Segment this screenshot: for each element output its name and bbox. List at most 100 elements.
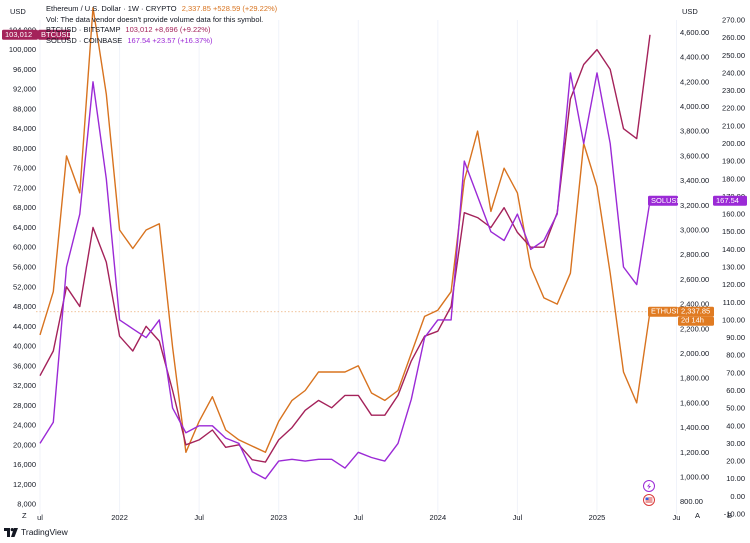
time-axis[interactable]: ul 2022 Jul 2023 Jul 2024 Jul 2025 Ju bbox=[37, 513, 680, 522]
eth-axis-tick: 3,800.00 bbox=[680, 127, 709, 136]
legend-sol-row[interactable]: SOLUSD · COINBASE 167.54 +23.57 (+16.37%… bbox=[46, 36, 277, 47]
sol-axis-tick: 270.00 bbox=[722, 16, 745, 25]
series-line-ethusd[interactable] bbox=[39, 7, 651, 453]
legend-eth-value: 2,337.85 +528.59 (+29.22%) bbox=[181, 4, 278, 13]
btc-axis-tick: 28,000 bbox=[13, 401, 36, 410]
eth-axis-tick: 1,800.00 bbox=[680, 374, 709, 383]
sol-axis-tick: 200.00 bbox=[722, 139, 745, 148]
series-line-solusd[interactable] bbox=[39, 72, 651, 480]
legend-eth-row[interactable]: Ethereum / U.S. Dollar · 1W · CRYPTO 2,3… bbox=[46, 4, 277, 15]
btc-axis-tick: 24,000 bbox=[13, 421, 36, 430]
sol-axis-tick: 50.00 bbox=[726, 404, 745, 413]
series-line-btcusd[interactable] bbox=[39, 34, 651, 463]
btc-axis-tick: 88,000 bbox=[13, 104, 36, 113]
legend-volume-text: Vol: The data vendor doesn't provide vol… bbox=[46, 14, 264, 24]
sol-axis-tick: 110.00 bbox=[723, 298, 745, 307]
eth-price-axis[interactable]: 4,600.00 4,400.00 4,200.00 4,000.00 3,800.00… bbox=[680, 28, 709, 506]
btc-axis-tick: 16,000 bbox=[13, 460, 36, 469]
sol-axis-tick: 260.00 bbox=[722, 33, 745, 42]
eth-name-tag-bg bbox=[648, 306, 678, 317]
sol-axis-tick: 150.00 bbox=[722, 227, 745, 236]
sol-axis-tick: 0.00 bbox=[730, 492, 745, 501]
time-axis-tick: 2023 bbox=[270, 513, 287, 522]
btc-axis-tick: 56,000 bbox=[13, 263, 36, 272]
tradingview-logo[interactable]: TradingView bbox=[4, 527, 68, 537]
sol-axis-tick: 60.00 bbox=[726, 386, 745, 395]
sol-axis-tick: 160.00 bbox=[722, 210, 745, 219]
btc-axis-tick: 80,000 bbox=[13, 144, 36, 153]
sol-name-tag: SOLUSD bbox=[648, 195, 682, 206]
eth-price-value-tag-bg bbox=[678, 306, 714, 317]
btc-axis-tick: 64,000 bbox=[13, 223, 36, 232]
flag-us-icon[interactable] bbox=[643, 494, 655, 506]
legend-btc-label: BTCUSD · BITSTAMP bbox=[46, 25, 121, 34]
btc-axis-tick: 36,000 bbox=[13, 361, 36, 370]
btc-name-tag-text: BTCUSD bbox=[41, 30, 72, 39]
eth-axis-tick: 1,000.00 bbox=[680, 472, 709, 481]
price-labels: 103,012 BTCUSD SOLUSD 167.54 ETHUSD 2,337.85 2… bbox=[2, 29, 747, 326]
sol-axis-tick: 30.00 bbox=[726, 439, 745, 448]
eth-axis-tick: 4,000.00 bbox=[680, 102, 709, 111]
sol-axis-tick: 90.00 bbox=[726, 333, 745, 342]
eth-axis-tick: 3,400.00 bbox=[680, 176, 709, 185]
sol-axis-tick: 40.00 bbox=[726, 421, 745, 430]
eth-axis-tick: 1,400.00 bbox=[680, 423, 709, 432]
sol-price-axis[interactable]: 270.00 260.00 250.00 240.00 230.00 220.00 210.… bbox=[722, 16, 745, 519]
left-axis-unit: USD bbox=[10, 7, 26, 16]
sol-axis-tick: 220.00 bbox=[722, 104, 745, 113]
btc-axis-tick: 96,000 bbox=[13, 65, 36, 74]
sol-name-tag-bg bbox=[648, 195, 678, 206]
grid bbox=[39, 20, 678, 514]
right-axis-unit: USD bbox=[682, 7, 698, 16]
legend: Ethereum / U.S. Dollar · 1W · CRYPTO 2,3… bbox=[46, 4, 277, 46]
legend-sol-label: SOLUSD · COINBASE bbox=[46, 35, 123, 45]
footer: TradingView bbox=[0, 524, 750, 543]
time-axis-tick: ul bbox=[37, 513, 43, 522]
sol-axis-tick: 210.00 bbox=[722, 121, 745, 130]
left-corner-label[interactable]: Z bbox=[22, 511, 27, 520]
sol-axis-tick: 70.00 bbox=[726, 368, 745, 377]
btc-axis-tick: 52,000 bbox=[13, 282, 36, 291]
time-axis-tick: Ju bbox=[673, 513, 681, 522]
btc-price-value-tag-text: 103,012 bbox=[5, 30, 32, 39]
legend-volume-row[interactable]: Vol: The data vendor doesn't provide vol… bbox=[46, 15, 277, 26]
eth-countdown-tag-bg bbox=[678, 316, 714, 326]
eth-axis-tick: 4,400.00 bbox=[680, 53, 709, 62]
time-axis-tick: Jul bbox=[353, 513, 363, 522]
eth-axis-tick: 800.00 bbox=[680, 497, 703, 506]
btc-axis-tick: 44,000 bbox=[13, 322, 36, 331]
eth-name-tag: ETHUSD bbox=[648, 306, 682, 317]
time-axis-tick: 2022 bbox=[111, 513, 128, 522]
btc-axis-tick: 32,000 bbox=[13, 381, 36, 390]
legend-sol-value: 167.54 +23.57 (+16.37%) bbox=[127, 35, 213, 45]
sol-axis-tick: 240.00 bbox=[722, 68, 745, 77]
eth-axis-tick: 1,600.00 bbox=[680, 398, 709, 407]
time-axis-tick: 2024 bbox=[429, 513, 446, 522]
sol-price-value-tag: 167.54 bbox=[713, 195, 747, 206]
legend-eth-label: Ethereum / U.S. Dollar · 1W · CRYPTO bbox=[46, 4, 177, 13]
eth-axis-tick: 2,800.00 bbox=[680, 250, 709, 259]
sol-axis-tick: 20.00 bbox=[726, 457, 745, 466]
btc-price-value-tag-bg bbox=[2, 29, 38, 40]
eth-axis-tick: 4,600.00 bbox=[680, 28, 709, 37]
eth-price-value-tag-text: 2,337.85 bbox=[681, 307, 710, 316]
btc-price-value-tag: 103,012 bbox=[2, 29, 38, 40]
btc-name-tag: BTCUSD bbox=[38, 29, 72, 40]
eth-axis-tick: 3,200.00 bbox=[680, 201, 709, 210]
btc-axis-tick: 48,000 bbox=[13, 302, 36, 311]
btc-axis-tick: 20,000 bbox=[13, 440, 36, 449]
sol-axis-tick: 180.00 bbox=[722, 174, 745, 183]
eth-axis-letter[interactable]: B bbox=[727, 511, 732, 520]
btc-axis-tick: 84,000 bbox=[13, 124, 36, 133]
legend-btc-row[interactable]: BTCUSD · BITSTAMP 103,012 +8,696 (+9.22%… bbox=[46, 25, 277, 36]
sol-axis-tick: 190.00 bbox=[722, 157, 745, 166]
sol-price-value-tag-text: 167.54 bbox=[716, 196, 739, 205]
btc-price-axis[interactable]: 104,000100,00096,00092,00088,00084,00080… bbox=[9, 25, 36, 508]
sol-axis-tick: 100.00 bbox=[722, 315, 745, 324]
eth-axis-tick: 2,000.00 bbox=[680, 349, 709, 358]
sol-axis-tick: 10.00 bbox=[726, 474, 745, 483]
sol-axis-letter[interactable]: A bbox=[695, 511, 700, 520]
alert-icon[interactable] bbox=[643, 480, 655, 492]
sol-axis-tick: 80.00 bbox=[726, 351, 745, 360]
